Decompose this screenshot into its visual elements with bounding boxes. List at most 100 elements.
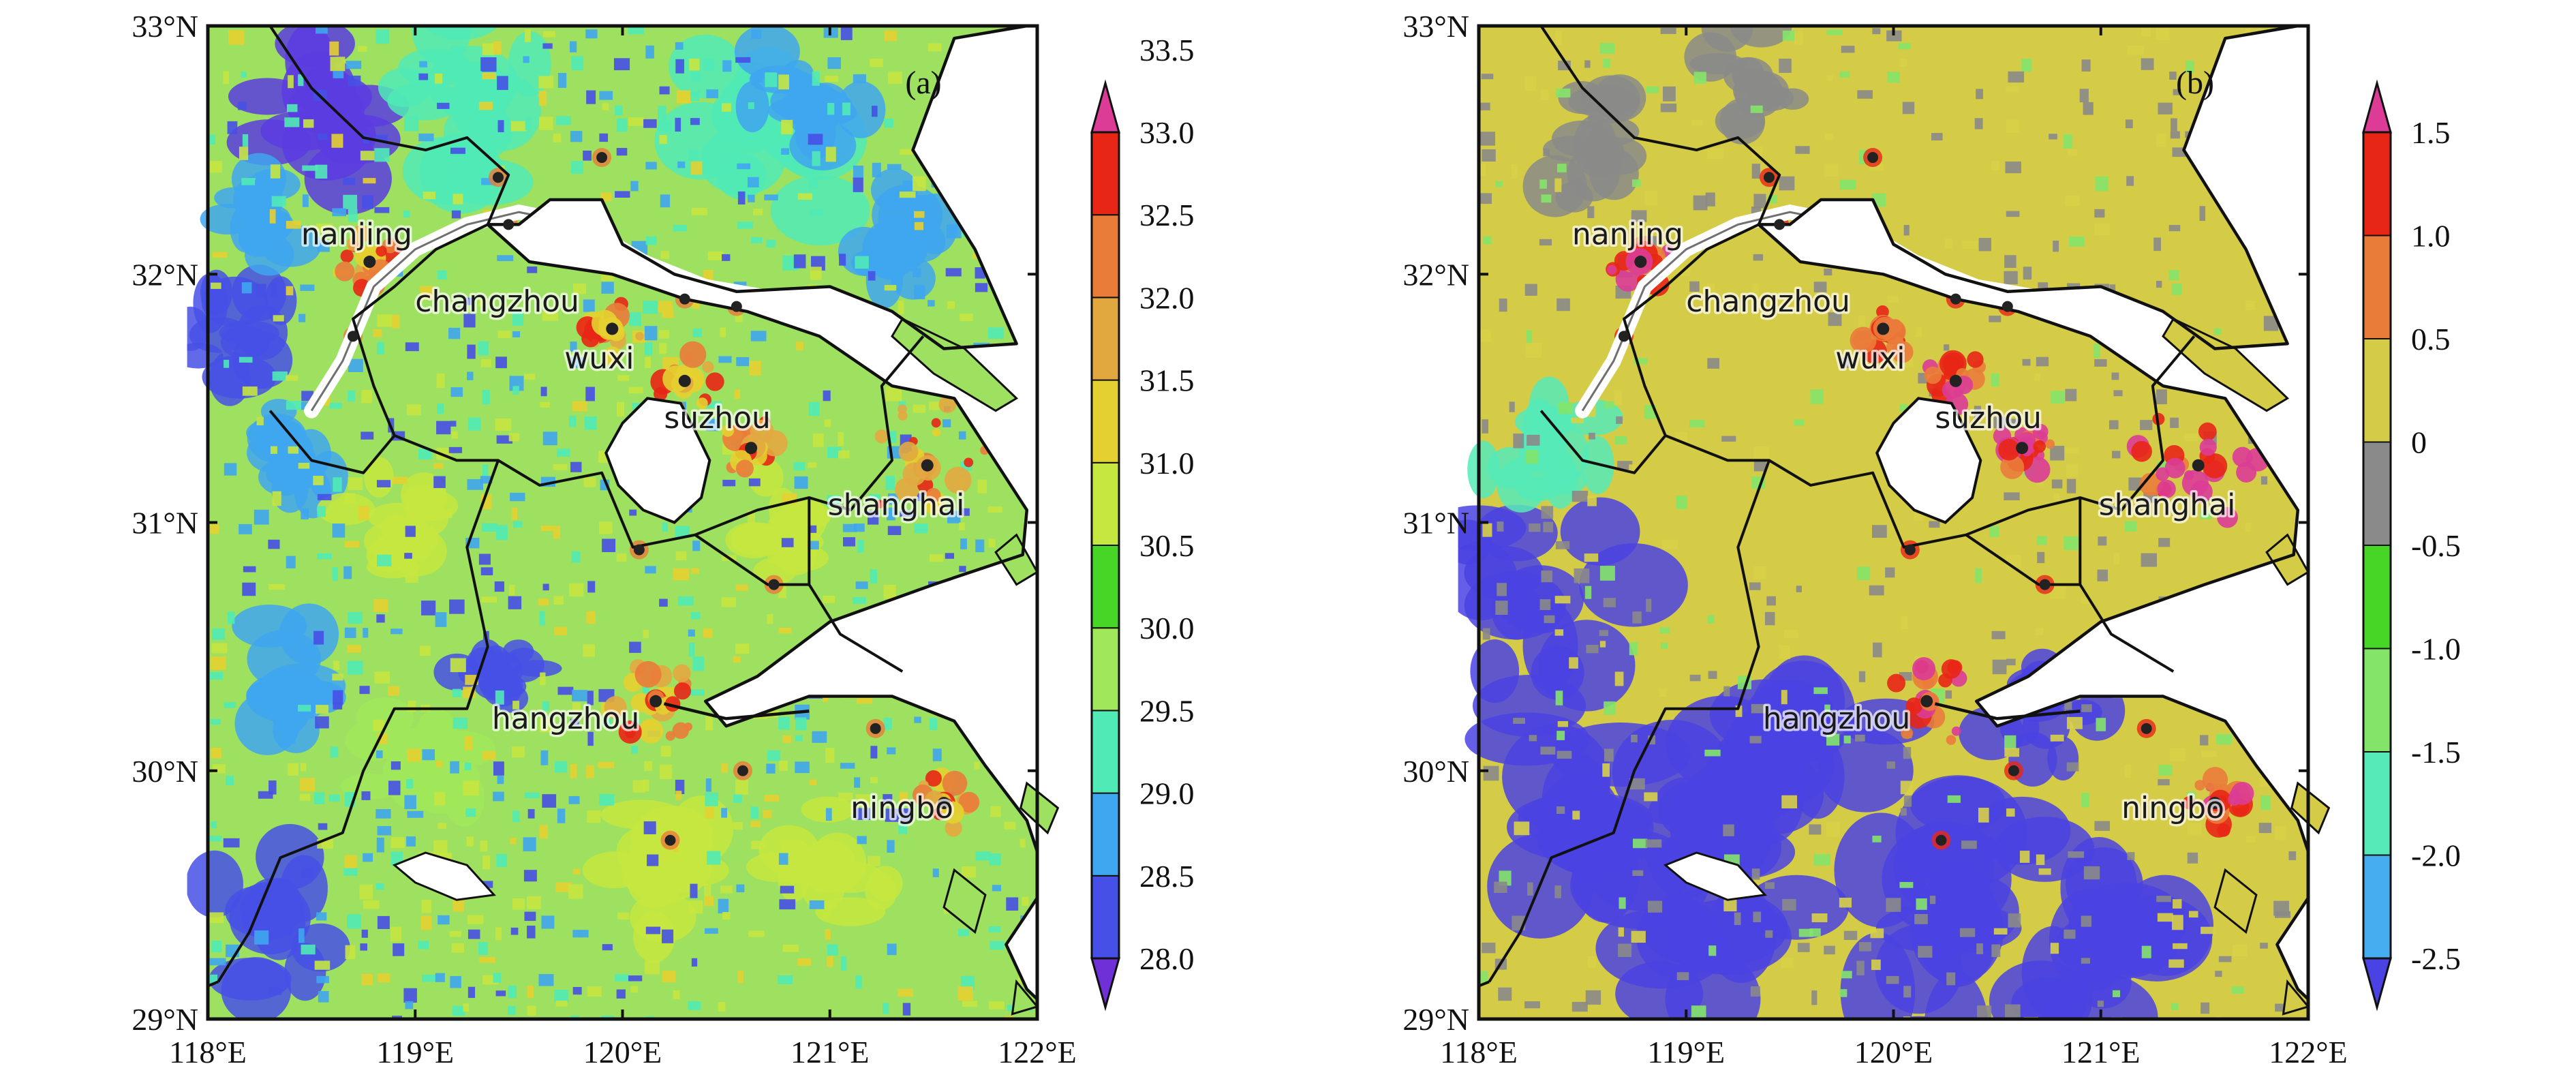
city-label-shanghai: shanghai <box>828 488 965 523</box>
town-marker <box>503 219 515 230</box>
colorbar-tick-label: -1.0 <box>2411 632 2461 667</box>
city-marker-changzhou <box>1877 322 1890 335</box>
city-label-changzhou: changzhou <box>1686 284 1850 319</box>
colorbar-segment <box>1091 214 1120 299</box>
colorbar-tick-label: 29.5 <box>1139 693 1195 728</box>
city-marker-changzhou <box>606 322 619 335</box>
colorbar-tick-label: 30.5 <box>1139 528 1195 563</box>
y-tick-label: 29°N <box>132 1002 198 1037</box>
colorbar-tick-label: 28.5 <box>1139 859 1195 894</box>
svg-text:shanghai: shanghai <box>2099 488 2236 523</box>
svg-text:ningbo: ningbo <box>850 791 953 825</box>
svg-text:changzhou: changzhou <box>1686 284 1850 319</box>
city-label-changzhou: changzhou <box>415 284 579 319</box>
svg-text:wuxi: wuxi <box>564 341 634 376</box>
colorbar-segment <box>2363 854 2391 959</box>
city-label-nanjing: nanjing <box>301 217 412 252</box>
colorbar-tick-label: 32.0 <box>1139 280 1195 315</box>
city-label-suzhou: suzhou <box>1935 401 2042 436</box>
colorbar-segment <box>2363 751 2391 856</box>
panel-a-label: (a) <box>905 65 941 101</box>
svg-text:shanghai: shanghai <box>828 488 965 523</box>
y-tick-label: 31°N <box>1402 506 1469 541</box>
colorbar-segment <box>1091 461 1120 546</box>
panel-a-heatmap: nanjingnanjingchangzhouchangzhouwuxiwuxi… <box>187 24 1060 1021</box>
colorbar-tick-label: 30.0 <box>1139 611 1195 645</box>
colorbar-segment <box>1091 627 1120 712</box>
panel-b-axis-ticks: 118°E 119°E 120°E 121°E 122°E 33°N 32°N 31°N 30°… <box>1402 9 2347 1069</box>
colorbar-tick-label: 32.5 <box>1139 198 1195 232</box>
colorbar-tick-label: 1.0 <box>2411 219 2451 254</box>
svg-text:changzhou: changzhou <box>415 284 579 319</box>
y-tick-label: 33°N <box>132 9 198 44</box>
x-tick-label: 120°E <box>1854 1035 1933 1069</box>
city-marker-wuxi <box>678 374 691 387</box>
y-tick-label: 29°N <box>1402 1002 1469 1037</box>
panel-b-heatmap: nanjingnanjingchangzhouchangzhouwuxiwuxi… <box>1458 24 2331 1021</box>
city-marker-suzhou <box>745 442 758 455</box>
town-marker <box>664 834 676 846</box>
colorbar-tick-label: 33.0 <box>1139 115 1195 150</box>
colorbar-segment <box>2363 132 2391 237</box>
town-marker <box>1763 172 1775 183</box>
colorbar-segment <box>1091 792 1120 877</box>
town-marker <box>1867 152 1879 164</box>
colorbar-tick-label: -1.5 <box>2411 735 2461 770</box>
city-label-ningbo: ningbo <box>850 791 953 825</box>
colorbar-tick-label: -0.5 <box>2411 528 2461 563</box>
town-marker <box>492 172 504 183</box>
colorbar-segment <box>1091 297 1120 381</box>
y-tick-label: 30°N <box>1402 754 1469 789</box>
svg-text:hangzhou: hangzhou <box>1763 701 1910 736</box>
city-label-ningbo: ningbo <box>2121 791 2224 825</box>
town-marker <box>2141 723 2152 734</box>
city-label-hangzhou: hangzhou <box>1763 701 1910 736</box>
colorbar-tick-label: 28.0 <box>1139 941 1195 976</box>
city-marker-shanghai <box>921 459 934 472</box>
town-marker <box>2002 301 2013 312</box>
town-marker <box>679 293 690 305</box>
y-tick-label: 30°N <box>132 754 198 789</box>
y-tick-label: 32°N <box>132 257 198 292</box>
city-label-wuxi: wuxi <box>1835 341 1905 376</box>
y-tick-label: 33°N <box>1402 9 1469 44</box>
colorbar-segment <box>1091 710 1120 794</box>
colorbar-tick-label: 33.5 <box>1139 33 1195 67</box>
city-marker-suzhou <box>2016 442 2029 455</box>
city-label-shanghai: shanghai <box>2099 488 2236 523</box>
colorbar-segment <box>2363 338 2391 443</box>
x-tick-label: 119°E <box>376 1035 454 1069</box>
town-marker <box>1950 293 1961 305</box>
colorbar-tick-label: -2.0 <box>2411 838 2461 873</box>
city-label-suzhou: suzhou <box>664 401 771 436</box>
y-tick-label: 32°N <box>1402 257 1469 292</box>
x-tick-label: 122°E <box>2269 1035 2348 1069</box>
city-marker-ningbo <box>2209 797 2222 810</box>
svg-text:hangzhou: hangzhou <box>492 701 639 736</box>
town-marker <box>2039 579 2051 590</box>
colorbar-segment <box>2363 545 2391 650</box>
town-marker <box>731 301 742 312</box>
town-marker <box>1904 544 1916 556</box>
x-tick-label: 118°E <box>169 1035 247 1069</box>
city-label-hangzhou: hangzhou <box>492 701 639 736</box>
panel-a-colorbar: 28.0 28.5 29.0 29.5 30.0 30.5 31.0 31.5 32.0 32.5… <box>1090 33 1195 1012</box>
x-tick-label: 121°E <box>2061 1035 2141 1069</box>
y-tick-label: 31°N <box>132 506 198 541</box>
colorbar-segment <box>2363 648 2391 753</box>
city-marker-ningbo <box>938 797 951 810</box>
colorbar-segment <box>2363 234 2391 339</box>
town-marker <box>768 579 780 590</box>
town-marker <box>1774 219 1785 230</box>
colorbar-tick-label: 0 <box>2411 425 2427 460</box>
town-marker <box>596 152 608 164</box>
colorbar-tick-label: 31.5 <box>1139 363 1195 398</box>
town-marker <box>2008 765 2019 776</box>
svg-text:nanjing: nanjing <box>1572 217 1683 252</box>
svg-text:ningbo: ningbo <box>2121 791 2224 825</box>
colorbar-tick-label: -2.5 <box>2411 941 2461 976</box>
town-marker <box>1618 331 1629 342</box>
town-marker <box>347 331 358 342</box>
town-marker <box>870 723 881 734</box>
